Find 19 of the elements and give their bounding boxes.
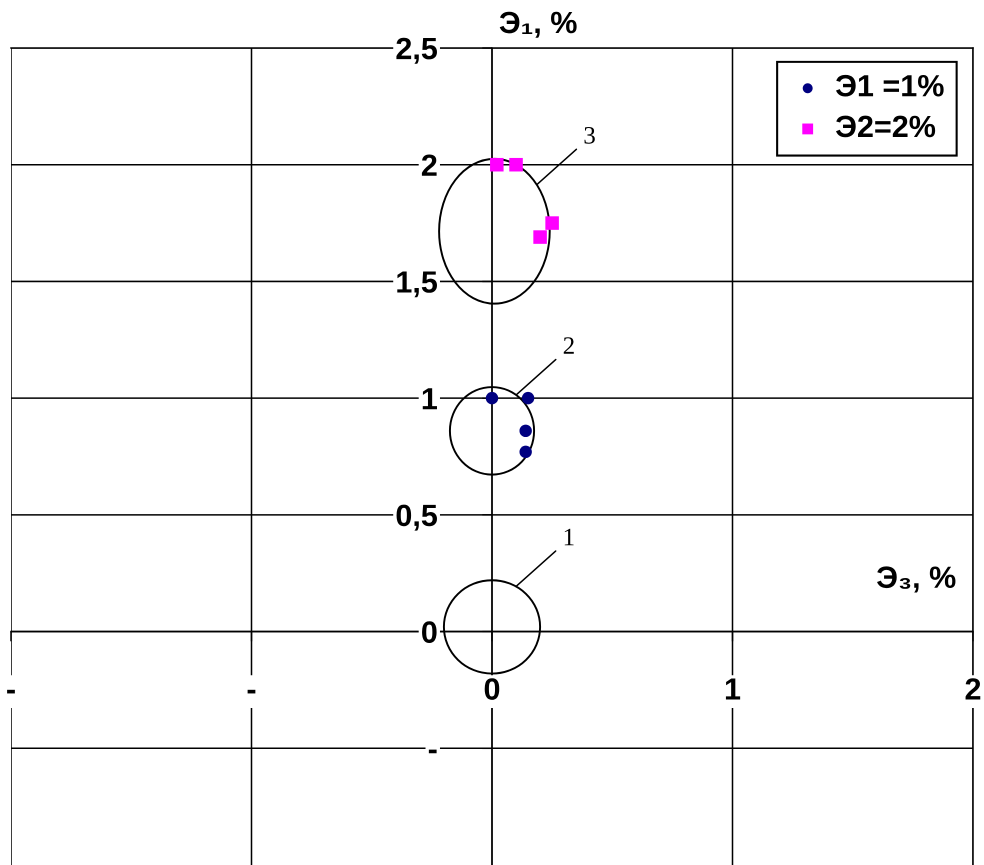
y-tick-label: 1 (422, 388, 437, 410)
x-tick-label: 0 (484, 678, 500, 700)
x-tick-label: 1 (726, 678, 740, 700)
annotation: 2 (564, 337, 574, 354)
y-tick-label: - (428, 750, 437, 754)
annotation: 3 (584, 126, 595, 144)
y-tick-label: 2,5 (396, 38, 437, 64)
x-tick-label: - (248, 690, 256, 694)
annotation: 1 (564, 528, 574, 546)
y-tick-label: 0 (422, 621, 437, 643)
legend-label: Э2=2% (836, 116, 936, 138)
y-axis-title: Э₁, % (500, 12, 577, 38)
y-tick-label: 0,5 (396, 504, 437, 531)
y-tick-label: 1,5 (397, 271, 437, 298)
x-axis-title: Э₃, % (877, 566, 956, 592)
x-tick-label: - (7, 690, 15, 694)
y-tick-label: 2 (422, 154, 437, 176)
x-tick-label: 2 (966, 678, 980, 700)
legend-label: Э1 =1% (836, 74, 944, 97)
